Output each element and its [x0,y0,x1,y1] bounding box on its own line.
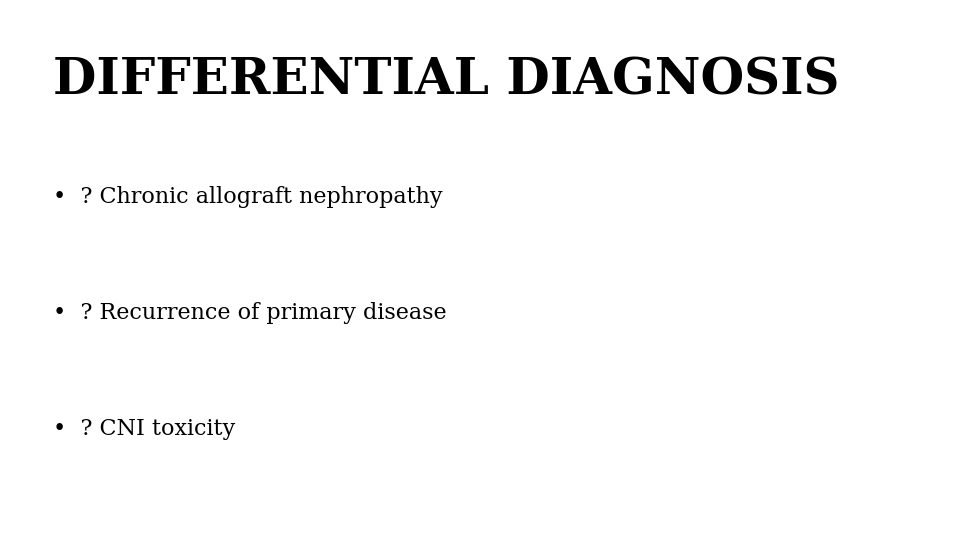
Text: DIFFERENTIAL DIAGNOSIS: DIFFERENTIAL DIAGNOSIS [53,57,839,106]
Text: •  ? Recurrence of primary disease: • ? Recurrence of primary disease [53,302,446,325]
Text: •  ? CNI toxicity: • ? CNI toxicity [53,418,235,441]
Text: •  ? Chronic allograft nephropathy: • ? Chronic allograft nephropathy [53,186,443,208]
